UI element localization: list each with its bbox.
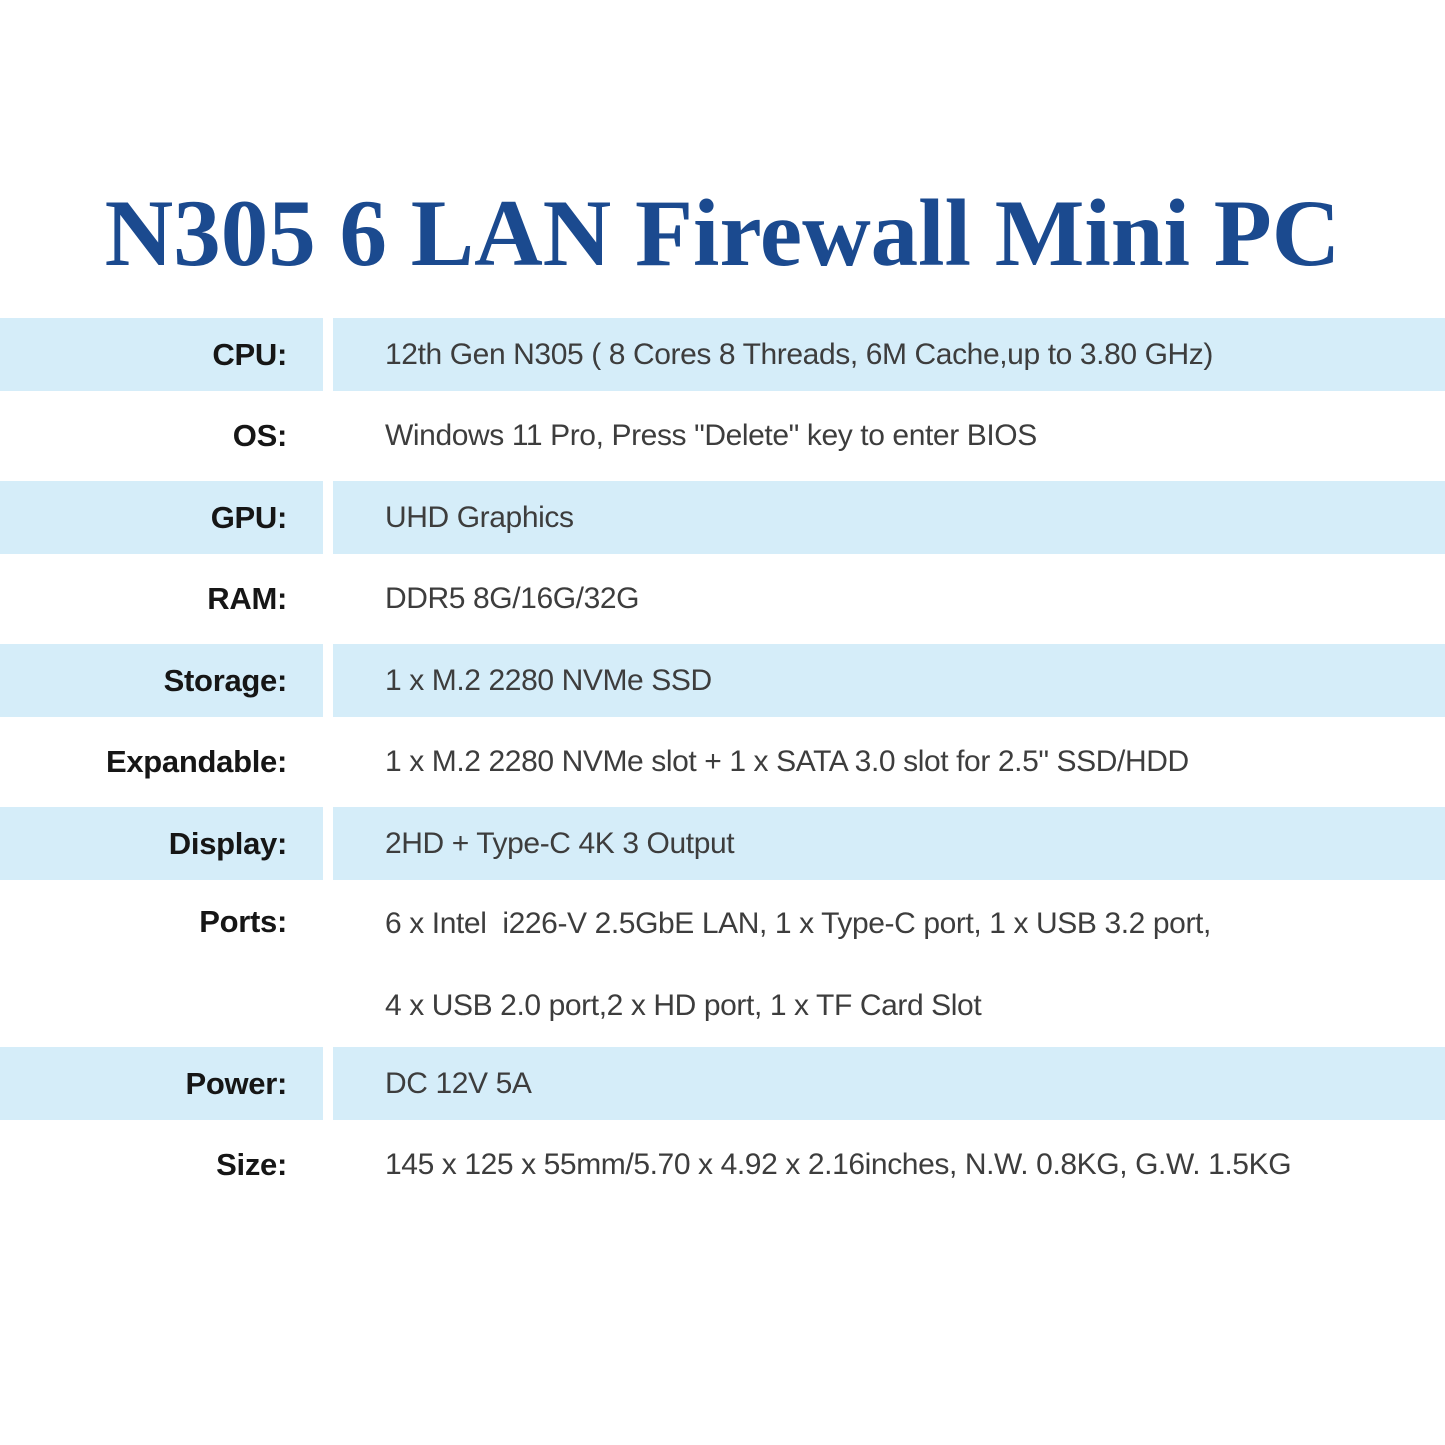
column-divider <box>323 717 333 807</box>
column-divider <box>323 644 333 717</box>
column-divider <box>323 481 333 554</box>
spec-row: Display: 2HD + Type-C 4K 3 Output <box>0 807 1445 880</box>
spec-row: OS: Windows 11 Pro, Press "Delete" key to… <box>0 391 1445 481</box>
spec-value: 1 x M.2 2280 NVMe slot + 1 x SATA 3.0 sl… <box>333 717 1445 807</box>
spec-label: Size: <box>216 1147 287 1182</box>
spec-label: Storage: <box>0 644 323 717</box>
spec-value: 12th Gen N305 ( 8 Cores 8 Threads, 6M Ca… <box>333 318 1445 391</box>
spec-row: Size: 145 x 125 x 55mm/5.70 x 4.92 x 2.16… <box>0 1120 1445 1210</box>
spec-value-line: 12th Gen N305 ( 8 Cores 8 Threads, 6M Ca… <box>385 337 1213 371</box>
spec-row: CPU: 12th Gen N305 ( 8 Cores 8 Threads, 6… <box>0 318 1445 391</box>
spec-value: 2HD + Type-C 4K 3 Output <box>333 807 1445 880</box>
spec-label: RAM: <box>207 581 287 616</box>
spec-table: CPU: 12th Gen N305 ( 8 Cores 8 Threads, 6… <box>0 318 1445 1210</box>
spec-row: Ports: 6 x Intel i226-V 2.5GbE LAN, 1 x T… <box>0 880 1445 1047</box>
spec-row: Expandable: 1 x M.2 2280 NVMe slot + 1 x … <box>0 717 1445 807</box>
product-title: N305 6 LAN Firewall Mini PC <box>104 180 1341 286</box>
column-divider <box>323 1120 333 1210</box>
spec-label: CPU: <box>0 318 323 391</box>
spec-value-line: 1 x M.2 2280 NVMe SSD <box>385 663 712 697</box>
spec-value-line: UHD Graphics <box>385 500 574 534</box>
column-divider <box>323 807 333 880</box>
spec-value: 1 x M.2 2280 NVMe SSD <box>333 644 1445 717</box>
spec-label: Power: <box>0 1047 323 1120</box>
spec-row: Power: DC 12V 5A <box>0 1047 1445 1120</box>
spec-value-line: Windows 11 Pro, Press "Delete" key to en… <box>385 419 1037 452</box>
column-divider <box>323 880 333 1047</box>
spec-label: Ports: <box>199 904 287 939</box>
spec-value-line: 145 x 125 x 55mm/5.70 x 4.92 x 2.16inche… <box>385 1148 1292 1181</box>
spec-value: 145 x 125 x 55mm/5.70 x 4.92 x 2.16inche… <box>333 1120 1445 1210</box>
spec-value: Windows 11 Pro, Press "Delete" key to en… <box>333 391 1445 481</box>
column-divider <box>323 1047 333 1120</box>
spec-row: GPU: UHD Graphics <box>0 481 1445 554</box>
spec-value-line: 2HD + Type-C 4K 3 Output <box>385 826 735 860</box>
spec-value: DDR5 8G/16G/32G <box>333 554 1445 644</box>
spec-value: UHD Graphics <box>333 481 1445 554</box>
spec-value-line: DC 12V 5A <box>385 1066 532 1100</box>
spec-value-line: 4 x USB 2.0 port,2 x HD port, 1 x TF Car… <box>385 989 982 1022</box>
column-divider <box>323 554 333 644</box>
spec-label: OS: <box>232 418 288 453</box>
column-divider <box>323 391 333 481</box>
spec-value: DC 12V 5A <box>333 1047 1445 1120</box>
spec-value: 6 x Intel i226-V 2.5GbE LAN, 1 x Type-C … <box>333 880 1445 1047</box>
spec-label: GPU: <box>0 481 323 554</box>
spec-row: Storage: 1 x M.2 2280 NVMe SSD <box>0 644 1445 717</box>
spec-row: RAM: DDR5 8G/16G/32G <box>0 554 1445 644</box>
spec-label: Expandable: <box>105 744 287 779</box>
spec-value-line: 6 x Intel i226-V 2.5GbE LAN, 1 x Type-C … <box>385 907 1211 940</box>
spec-value-line: DDR5 8G/16G/32G <box>385 582 640 615</box>
column-divider <box>323 318 333 391</box>
spec-value-line: 1 x M.2 2280 NVMe slot + 1 x SATA 3.0 sl… <box>385 745 1189 778</box>
spec-label: Display: <box>0 807 323 880</box>
